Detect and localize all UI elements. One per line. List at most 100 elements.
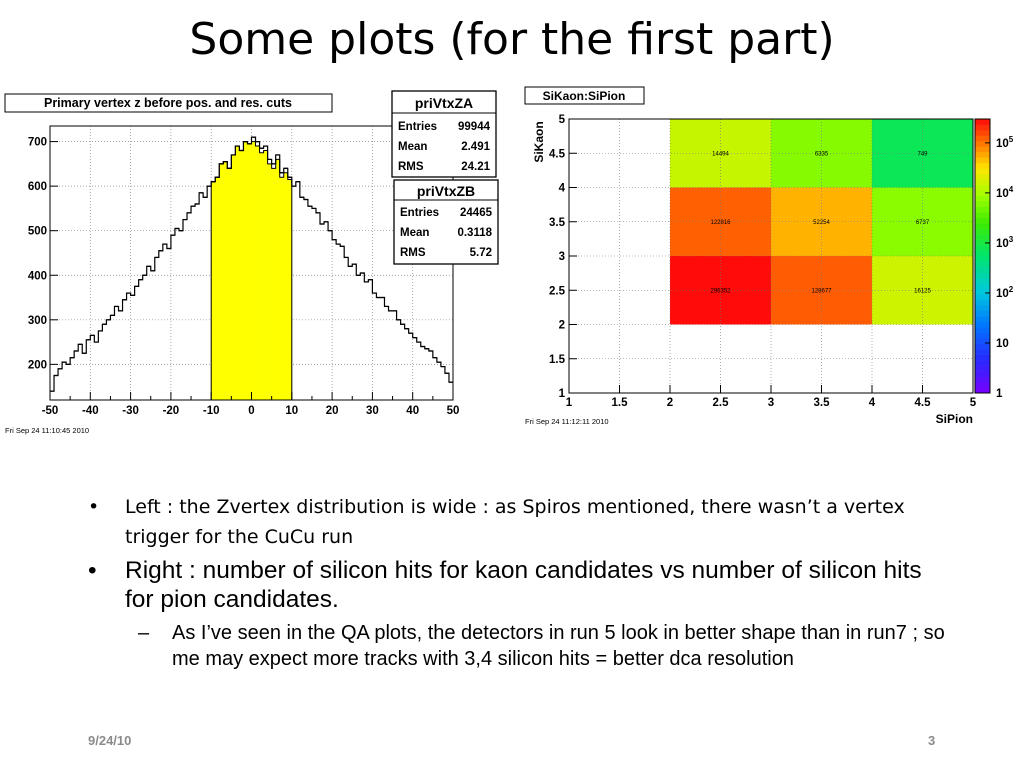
- x-tick-label: 1.5: [612, 397, 629, 409]
- palette-step: [975, 206, 990, 213]
- x-tick-label: -20: [163, 405, 180, 417]
- palette-step: [975, 201, 990, 207]
- bullet-marker: •: [88, 496, 100, 518]
- palette-step: [975, 365, 990, 372]
- cell-label: 14494: [712, 151, 729, 157]
- palette-step: [975, 173, 990, 180]
- x-tick-label: 20: [326, 405, 339, 417]
- x-tick-label: 3.5: [814, 397, 831, 409]
- bin-b: [223, 161, 228, 400]
- stats-a-mean-label: Mean: [398, 141, 427, 153]
- y-tick-label: 300: [28, 315, 47, 327]
- stats-a-name: priVtxZA: [415, 95, 473, 111]
- cell-label: 122816: [710, 220, 731, 226]
- cell-label: 16125: [914, 288, 931, 294]
- palette-step: [975, 338, 990, 344]
- y-tick-label: 1.5: [549, 354, 566, 366]
- x-tick-label: -10: [203, 405, 220, 417]
- x-tick-label: 2.5: [713, 397, 730, 409]
- bin-b: [279, 177, 285, 400]
- x-tick-label: 2: [667, 397, 673, 409]
- palette-step: [975, 151, 990, 158]
- palette-step: [975, 277, 990, 284]
- stats-box-a: priVtxZA Entries 99944 Mean 2.491 RMS 24…: [391, 90, 497, 178]
- palette-step: [975, 261, 990, 268]
- histogram-title-box: [4, 93, 333, 113]
- bin-b: [215, 177, 220, 400]
- palette-step: [975, 283, 990, 290]
- bin-b: [231, 154, 236, 400]
- bin-b: [259, 152, 264, 400]
- y-tick-label: 2.5: [549, 285, 566, 297]
- histogram-timestamp: Fri Sep 24 11:10:45 2010: [5, 426, 89, 435]
- footer-date: 9/24/10: [88, 733, 132, 748]
- bin-b: [287, 179, 293, 400]
- x-tick-label: 40: [406, 405, 419, 417]
- palette-step: [975, 239, 990, 246]
- y-tick-label: 1: [559, 388, 566, 400]
- stats-a-rms-label: RMS: [398, 161, 424, 173]
- palette-step: [975, 266, 990, 273]
- bin-b: [271, 168, 276, 400]
- palette-step: [975, 321, 990, 328]
- palette-step: [975, 343, 990, 350]
- palette-step: [975, 354, 990, 361]
- cell-label: 6737: [916, 220, 930, 226]
- palette-step: [975, 327, 990, 334]
- palette-step: [975, 360, 990, 366]
- y-tick-label: 3.5: [549, 217, 566, 229]
- heatmap-ylabel: SiKaon: [532, 121, 546, 162]
- stats-boxes: priVtxZA Entries 99944 Mean 2.491 RMS 24…: [391, 90, 499, 265]
- bullet-left-text: Left : the Zvertex distribution is wide …: [125, 496, 905, 548]
- stats-b-entries-value: 24465: [460, 207, 493, 219]
- x-tick-label: 50: [447, 405, 460, 417]
- z-tick-label: 102: [996, 285, 1014, 300]
- sub-bullet-marker: –: [138, 622, 150, 644]
- y-tick-label: 4.5: [549, 148, 566, 160]
- x-tick-label: 3: [768, 397, 774, 409]
- palette-step: [975, 212, 990, 218]
- palette-frame: [974, 118, 991, 394]
- bin-b: [243, 141, 248, 400]
- bin-b: [251, 141, 256, 400]
- sub-bullet-qa-text: As I’ve seen in the QA plots, the detect…: [172, 622, 945, 670]
- cell-label: 6335: [815, 151, 829, 157]
- palette-step: [975, 245, 990, 251]
- y-tick-label: 4: [559, 183, 566, 195]
- palette-step: [975, 129, 990, 136]
- stats-a-mean-value: 2.491: [461, 141, 490, 153]
- stats-b-rms-value: 5.72: [470, 247, 492, 259]
- z-tick-label: 103: [996, 235, 1014, 250]
- palette-step: [975, 124, 990, 131]
- sikaon-sipion-heatmap: SiKaon:SiPion SiKaon SiPion Fri Sep 24 1…: [524, 86, 1014, 426]
- y-tick-label: 600: [28, 181, 47, 193]
- palette-step: [975, 305, 990, 312]
- palette-step: [975, 157, 990, 164]
- histogram-plot: -50 -40 -30 -20 -10 0 10 20 30 40 50 200 300 400 500 60…: [28, 125, 460, 417]
- footer-page-number: 3: [928, 733, 936, 748]
- palette-step: [975, 332, 990, 339]
- y-tick-label: 700: [28, 137, 47, 149]
- cell-label: 296352: [710, 288, 731, 294]
- bin-b: [227, 168, 232, 400]
- y-tick-label: 200: [28, 359, 47, 371]
- bullet-left: • Left : the Zvertex distribution is wid…: [88, 492, 948, 552]
- bin-b: [263, 150, 268, 400]
- stats-b-name: priVtxZB: [417, 183, 475, 199]
- bullet-right: • Right : number of silicon hits for kao…: [88, 556, 948, 614]
- palette-step: [975, 387, 990, 394]
- stats-b-mean-label: Mean: [400, 227, 429, 239]
- cell-label: 128677: [811, 288, 832, 294]
- palette-step: [975, 371, 990, 377]
- series-priVtxZA: [50, 136, 453, 392]
- palette-step: [975, 217, 990, 224]
- bin-b: [255, 146, 260, 400]
- bin-b: [235, 146, 240, 400]
- heatmap-title: SiKaon:SiPion: [543, 89, 626, 103]
- x-tick-label: 4.5: [915, 397, 932, 409]
- stats-a-entries-value: 99944: [458, 121, 491, 133]
- x-tick-label: 30: [366, 405, 379, 417]
- palette-step: [975, 299, 990, 306]
- cell-label: 52254: [813, 220, 830, 226]
